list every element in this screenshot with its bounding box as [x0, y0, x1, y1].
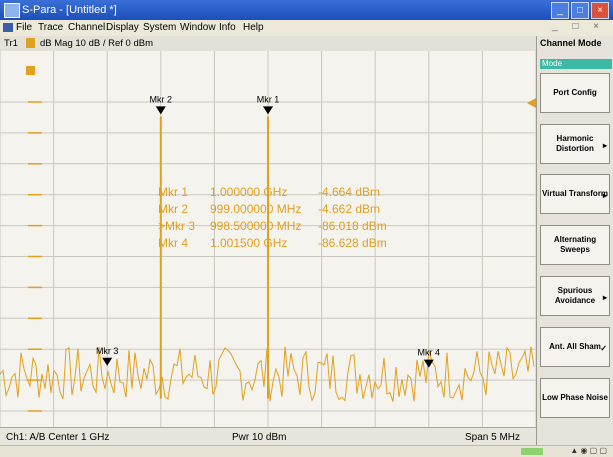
- menu-display[interactable]: Display: [106, 22, 139, 33]
- marker-tag: Mkr 4: [418, 348, 441, 358]
- checkmark-icon: ✓: [600, 344, 607, 353]
- mdi-controls[interactable]: _ □ ×: [552, 21, 605, 32]
- marker-readout-label: Mkr 1: [158, 185, 188, 199]
- document-icon[interactable]: [3, 23, 13, 32]
- marker-tag: Mkr 3: [96, 346, 119, 356]
- trace-format: dB Mag 10 dB / Ref 0 dBm: [40, 38, 154, 49]
- marker-readout-value: -4.662 dBm: [318, 202, 380, 216]
- menu-trace[interactable]: Trace: [38, 22, 64, 33]
- marker-triangle: [423, 359, 434, 368]
- softkey-subtitle: Mode: [540, 59, 612, 69]
- menu-window[interactable]: Window: [180, 22, 216, 33]
- alternating-sweeps-label: Alternating Sweeps: [553, 235, 597, 254]
- menu-help[interactable]: Help: [243, 22, 264, 33]
- status-channel: Ch1: A/B Center 1 GHz: [6, 432, 110, 443]
- marker-readout-frequency: 999.000000 MHz: [210, 202, 301, 216]
- minimize-icon[interactable]: _: [551, 2, 569, 19]
- marker-readout-frequency: 1.000000 GHz: [210, 185, 287, 199]
- app-icon: [4, 3, 20, 18]
- marker-readout-value: -4.664 dBm: [318, 185, 380, 199]
- status-span: Span 5 MHz: [465, 432, 521, 443]
- marker-readout-label: Mkr 4: [158, 236, 188, 250]
- submenu-arrow-icon: ▸: [602, 141, 607, 150]
- marker-readout-frequency: 1.001500 GHz: [210, 236, 287, 250]
- ant-all-sham-button[interactable]: Ant. All Sham ✓: [540, 327, 610, 367]
- marker-readout-value: -86.018 dBm: [318, 219, 387, 233]
- ant-all-sham-label: Ant. All Sham: [549, 342, 601, 351]
- trace-header[interactable]: Tr1 dB Mag 10 dB / Ref 0 dBm: [0, 36, 536, 52]
- system-tray: ▲ ◉ ▢ ▢: [570, 446, 607, 455]
- port-config-button[interactable]: Port Config: [540, 73, 610, 113]
- menu-file[interactable]: File: [16, 22, 33, 33]
- active-trace-indicator: [26, 66, 35, 75]
- menu-bar: File Trace Channel Display System Window…: [0, 20, 613, 37]
- marker-tag: Mkr 2: [150, 94, 173, 104]
- taskbar: ▲ ◉ ▢ ▢: [0, 445, 613, 457]
- marker-triangle: [102, 357, 113, 366]
- window-controls: _ □ ×: [551, 2, 609, 19]
- low-phase-noise-button[interactable]: Low Phase Noise: [540, 378, 610, 418]
- maximize-icon[interactable]: □: [571, 2, 589, 19]
- menu-info[interactable]: Info: [219, 22, 236, 33]
- marker-readout-frequency: 998.500000 MHz: [210, 219, 301, 233]
- window-title: S-Para - [Untitled *]: [22, 4, 117, 16]
- progress-indicator: [521, 448, 543, 455]
- marker-readout-label: Mkr 2: [158, 202, 188, 216]
- status-power: Pwr 10 dBm: [232, 432, 287, 443]
- status-bar: Ch1: A/B Center 1 GHz Pwr 10 dBm Span 5 …: [0, 427, 536, 446]
- close-icon[interactable]: ×: [591, 2, 609, 19]
- softkey-title: Channel Mode: [540, 38, 602, 48]
- harmonic-distortion-label: Harmonic Distortion: [556, 134, 594, 153]
- marker-triangle: [155, 106, 166, 115]
- marker-readout-label: >Mkr 3: [158, 219, 195, 233]
- title-bar: S-Para - [Untitled *] _ □ ×: [0, 0, 613, 20]
- harmonic-distortion-button[interactable]: Harmonic Distortion ▸: [540, 124, 610, 164]
- port-config-label: Port Config: [553, 88, 597, 97]
- marker-triangle: [263, 106, 273, 115]
- reference-level-arrow: [527, 98, 536, 108]
- submenu-arrow-icon: ▸: [602, 293, 607, 302]
- marker-tag: Mkr 1: [257, 94, 280, 104]
- marker-readout-value: -86.628 dBm: [318, 236, 387, 250]
- trace-color-swatch: [26, 38, 35, 48]
- virtual-transform-button[interactable]: Virtual Transform ▸: [540, 174, 610, 214]
- trace-plot[interactable]: Mkr 1 Mkr 2 Mkr 3 Mkr 4 Mkr 1 1.000000 GHz -4…: [0, 51, 536, 427]
- trace-id: Tr1: [4, 38, 18, 49]
- softkey-panel: Channel Mode Mode Port Config Harmonic D…: [536, 36, 613, 445]
- alternating-sweeps-button[interactable]: Alternating Sweeps: [540, 225, 610, 265]
- spurious-avoidance-button[interactable]: Spurious Avoidance ▸: [540, 276, 610, 316]
- menu-channel[interactable]: Channel: [68, 22, 106, 33]
- low-phase-noise-label: Low Phase Noise: [542, 393, 608, 402]
- menu-system[interactable]: System: [143, 22, 177, 33]
- submenu-arrow-icon: ▸: [602, 191, 607, 200]
- virtual-transform-label: Virtual Transform: [541, 189, 609, 198]
- spurious-avoidance-label: Spurious Avoidance: [554, 286, 596, 305]
